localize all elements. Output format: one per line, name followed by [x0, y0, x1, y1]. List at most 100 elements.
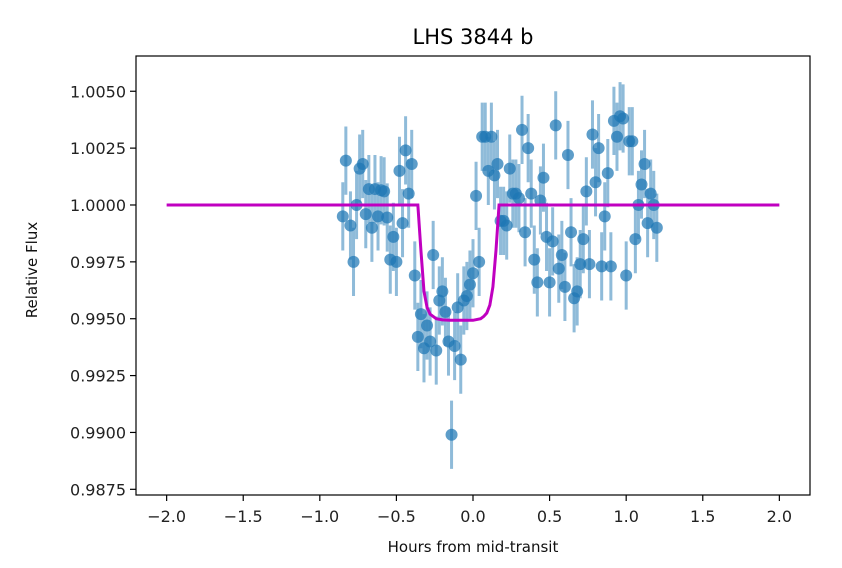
data-point [336, 210, 349, 223]
data-point [381, 211, 394, 224]
data-point [460, 289, 473, 302]
x-axis-label: Hours from mid-transit [388, 538, 559, 556]
data-point [525, 187, 538, 200]
data-point [583, 258, 596, 271]
data-point [463, 278, 476, 291]
data-point [522, 142, 535, 155]
data-point [635, 178, 648, 191]
data-point [604, 260, 617, 273]
data-point [396, 217, 409, 230]
data-point [387, 230, 400, 243]
data-point [512, 192, 525, 205]
data-point [448, 340, 461, 353]
data-point [414, 308, 427, 321]
data-point [629, 233, 642, 246]
data-point [543, 276, 556, 289]
data-point [528, 253, 541, 266]
x-tick-label: −0.5 [377, 507, 416, 526]
data-point [555, 249, 568, 262]
x-tick-label: 1.0 [613, 507, 638, 526]
x-tick-label: 0.0 [460, 507, 485, 526]
y-tick-label: 0.9900 [70, 423, 126, 442]
data-point [372, 210, 385, 223]
data-point [399, 144, 412, 157]
data-point [467, 267, 479, 280]
data-point [433, 294, 446, 307]
data-point [378, 185, 391, 198]
data-point [565, 226, 578, 239]
data-point [601, 167, 614, 180]
data-point [491, 158, 504, 171]
x-tick-label: 2.0 [767, 507, 792, 526]
errorbars-group [341, 82, 659, 469]
y-tick-label: 1.0000 [70, 196, 126, 215]
transit-model-curve [166, 203, 780, 322]
data-point [595, 260, 608, 273]
data-point [344, 219, 357, 232]
data-point [365, 221, 378, 234]
data-point [454, 353, 467, 366]
data-point [531, 276, 544, 289]
data-point [408, 269, 421, 282]
data-point [393, 164, 406, 177]
data-point [586, 128, 599, 141]
y-tick-label: 1.0025 [70, 139, 126, 158]
data-point [592, 142, 605, 155]
data-point [641, 217, 654, 230]
x-tick-label: −1.5 [224, 507, 263, 526]
data-point [405, 158, 418, 171]
data-point [473, 255, 486, 268]
data-point [650, 221, 663, 234]
data-point [549, 119, 562, 132]
y-tick-label: 0.9925 [70, 367, 126, 386]
data-point [580, 185, 593, 198]
y-tick-label: 0.9875 [70, 480, 126, 499]
y-axis-ticks: 0.9875 0.9900 0.9925 0.9950 0.9975 1.0000 1.00… [70, 82, 136, 499]
data-point [577, 233, 590, 246]
data-point [390, 255, 403, 268]
data-point [430, 344, 443, 357]
data-point [339, 154, 352, 167]
data-point [552, 262, 565, 275]
chart-title: LHS 3844 b [413, 25, 534, 49]
x-tick-label: 1.5 [690, 507, 715, 526]
data-point [546, 235, 559, 248]
data-point [638, 158, 651, 171]
y-axis-label: Relative Flux [23, 222, 41, 319]
data-points-group [336, 110, 663, 441]
data-point [626, 135, 639, 148]
data-point [421, 319, 434, 332]
data-point [411, 330, 424, 343]
y-tick-label: 1.0050 [70, 82, 126, 101]
y-tick-label: 0.9950 [70, 310, 126, 329]
data-point [537, 171, 550, 184]
data-point [620, 269, 633, 282]
data-point [558, 280, 571, 293]
data-point [503, 162, 516, 175]
data-point [439, 305, 452, 318]
data-point [644, 187, 657, 200]
data-point [519, 226, 532, 239]
data-point [402, 187, 415, 200]
data-point [427, 249, 440, 262]
data-point [500, 219, 513, 232]
x-tick-label: 0.5 [537, 507, 562, 526]
data-point [534, 194, 547, 207]
data-point [347, 255, 360, 268]
y-tick-label: 0.9975 [70, 253, 126, 272]
data-point [470, 189, 483, 202]
data-point [359, 208, 372, 221]
data-point [356, 158, 369, 171]
data-point [488, 169, 501, 182]
data-point [598, 210, 611, 223]
data-point [617, 112, 630, 125]
x-tick-label: −1.0 [300, 507, 339, 526]
data-point [485, 130, 498, 143]
data-point [589, 176, 602, 189]
data-point [424, 335, 437, 348]
data-point [610, 130, 623, 143]
data-point [574, 258, 587, 271]
data-point [561, 148, 574, 161]
data-point [571, 285, 584, 298]
